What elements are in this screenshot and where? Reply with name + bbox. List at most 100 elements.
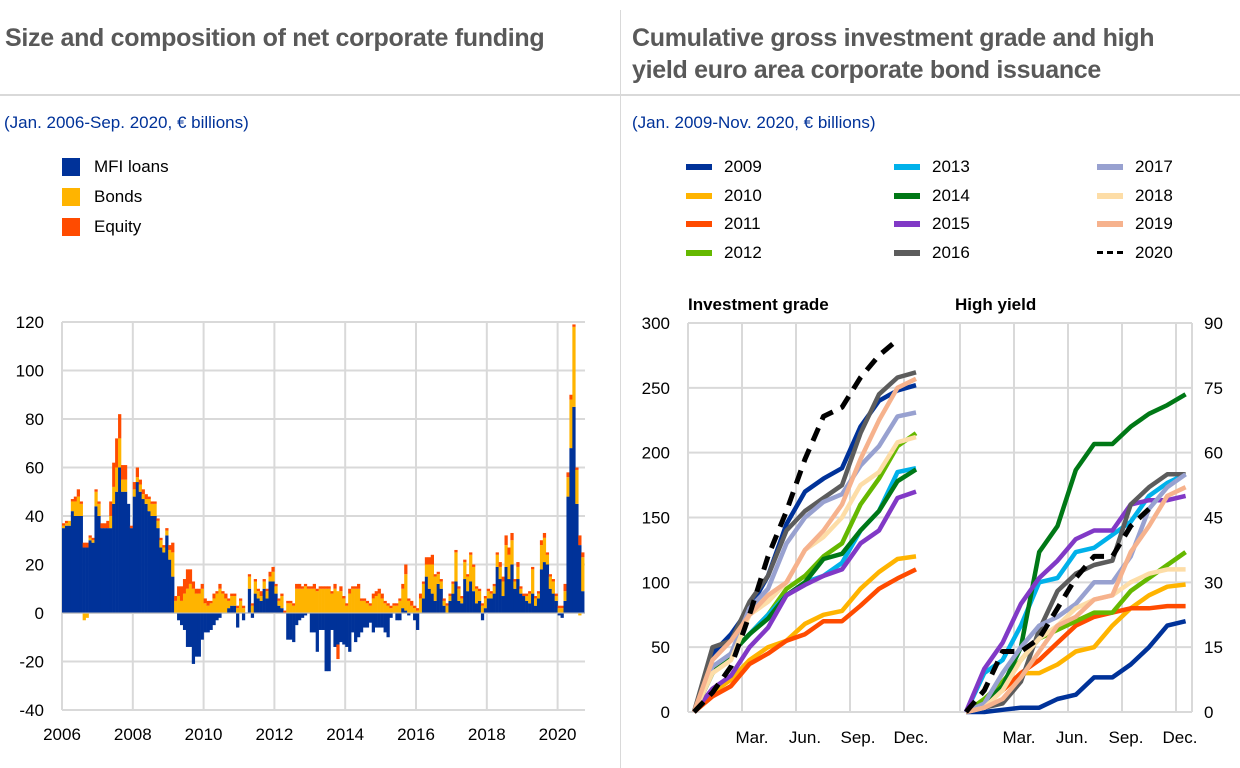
bar-equity [460, 596, 464, 599]
bar-equity [557, 605, 561, 609]
bar-equity [495, 552, 499, 555]
bar-mfi-loans [472, 591, 476, 613]
bar-equity [451, 581, 455, 584]
bar-bonds [123, 479, 128, 492]
bar-mfi-loans [368, 613, 373, 623]
bar-bonds [91, 540, 95, 543]
bar-mfi-loans [377, 613, 381, 628]
bar-mfi-loans [171, 576, 175, 613]
bar-mfi-loans [230, 605, 234, 613]
bar-bonds [404, 574, 408, 611]
ig-y-tick-label: 300 [642, 314, 670, 333]
bar-bonds [147, 499, 151, 512]
bar-equity [421, 581, 426, 584]
bar-mfi-loans [94, 506, 98, 613]
bar-mfi-loans [156, 528, 160, 613]
bar-equity [106, 520, 110, 529]
bar-equity [141, 489, 145, 495]
bar-mfi-loans [300, 613, 305, 618]
bar-bonds [218, 588, 222, 613]
bar-equity [309, 586, 314, 589]
bar-equity [357, 583, 361, 589]
bar-equity [463, 559, 467, 563]
bar-mfi-loans [407, 613, 411, 616]
bar-bonds [534, 598, 538, 606]
bar-bonds [259, 596, 263, 601]
bar-bonds [171, 552, 175, 577]
bar-bonds [345, 605, 349, 613]
bar-equity [348, 588, 352, 594]
bar-bonds [528, 593, 532, 604]
bar-equity [469, 552, 473, 555]
bar-equity [345, 603, 349, 606]
bar-mfi-loans [159, 547, 163, 613]
bar-equity [174, 596, 178, 601]
bar-equity [76, 489, 80, 497]
bar-equity [88, 535, 92, 538]
bar-equity [168, 545, 172, 550]
bar-mfi-loans [448, 600, 452, 613]
bar-equity [427, 557, 432, 565]
bar-bonds [135, 477, 139, 483]
x-tick-label: 2006 [43, 725, 81, 744]
ig-line-2019 [691, 376, 917, 713]
bar-equity [560, 605, 564, 609]
bar-mfi-loans [525, 600, 529, 613]
bar-bonds [188, 583, 193, 613]
bar-equity [542, 532, 547, 538]
bar-mfi-loans [486, 598, 491, 613]
right-chart-title-line1: Cumulative gross investment grade and hi… [632, 24, 1155, 52]
legend-swatch [686, 192, 712, 199]
y-tick-label: 80 [25, 410, 44, 429]
bar-equity [336, 644, 340, 660]
bar-equity [315, 588, 319, 592]
ig-line-2017 [691, 410, 917, 713]
bar-mfi-loans [64, 525, 69, 613]
bar-bonds [144, 499, 148, 504]
bar-mfi-loans [495, 566, 499, 613]
bar-bonds [507, 554, 511, 580]
bar-equity [368, 603, 373, 606]
bar-equity [395, 603, 399, 606]
hy-y-tick-label: 75 [1204, 379, 1223, 398]
bar-bonds [424, 564, 429, 577]
bar-equity [572, 324, 576, 327]
y-tick-label: 120 [16, 313, 44, 332]
bar-mfi-loans [85, 547, 89, 613]
bar-equity [162, 545, 166, 548]
hy-line-2013 [963, 472, 1187, 713]
bar-bonds [389, 608, 393, 613]
bar-mfi-loans [548, 588, 552, 613]
bar-bonds [67, 520, 72, 526]
bar-equity [581, 552, 585, 558]
bar-bonds [348, 593, 352, 613]
bar-bonds [230, 596, 234, 606]
bar-equity [454, 549, 458, 553]
x-tick-label: 2016 [397, 725, 435, 744]
bar-mfi-loans [191, 613, 196, 664]
bar-mfi-loans [197, 613, 201, 657]
bar-bonds [357, 588, 361, 613]
bar-bonds [572, 326, 576, 407]
bar-equity [333, 583, 337, 589]
bar-equity [289, 600, 293, 604]
legend-label: 2019 [1135, 214, 1173, 233]
hy-x-tick-label: Mar. [1002, 728, 1035, 747]
bar-mfi-loans [100, 528, 104, 613]
bar-mfi-loans [542, 562, 547, 613]
bar-equity [123, 465, 128, 480]
bar-bonds [380, 598, 384, 613]
bar-equity [404, 564, 408, 575]
bar-equity [70, 499, 75, 502]
bar-equity [483, 596, 488, 599]
bar-bonds [191, 588, 196, 613]
bar-mfi-loans [339, 613, 343, 643]
bar-bonds [563, 591, 567, 601]
bar-bonds [339, 591, 343, 613]
bar-mfi-loans [374, 613, 378, 628]
bar-bonds [62, 525, 66, 529]
bar-mfi-loans [581, 591, 585, 613]
ig-x-tick-label: Dec. [894, 728, 929, 747]
bar-equity [489, 591, 493, 594]
legend-item: 2012 [686, 243, 762, 263]
